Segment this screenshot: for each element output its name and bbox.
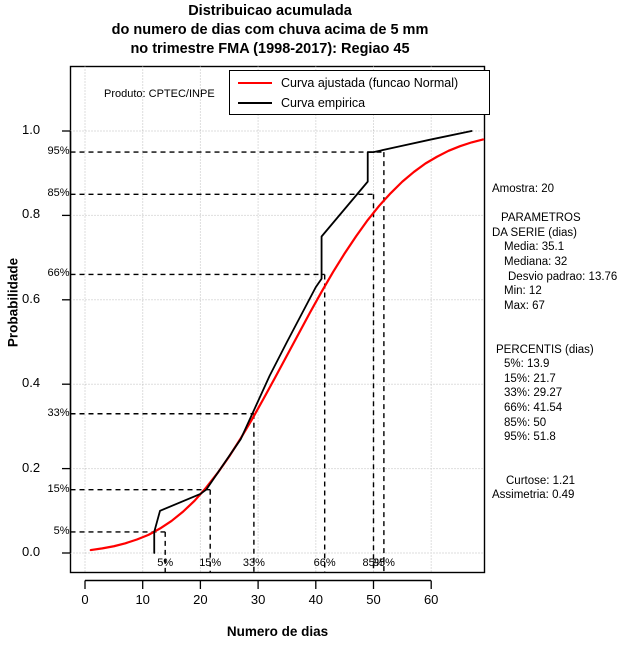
percentile-left-label-15pct: 15%: [47, 482, 70, 495]
spacer: [492, 328, 640, 343]
spacer: [492, 459, 640, 474]
y-tick-label-0.6: 0.6: [22, 290, 41, 306]
stat-media: Media: 35.1: [504, 241, 565, 254]
percentile-guides: [70, 151, 385, 573]
percentile-left-label-5pct: 5%: [53, 524, 70, 537]
percentile-bottom-label-5pct: 5%: [157, 556, 174, 569]
x-tick-label-60: 60: [423, 592, 439, 607]
y-tick-label-0.0: 0.0: [22, 544, 41, 559]
legend-swatch-black: [238, 102, 272, 104]
stat-curtose: Curtose: 1.21: [506, 474, 576, 487]
title-line-2: do numero de dias com chuva acima de 5 m…: [111, 22, 429, 38]
percentile-left-label-85pct: 85%: [47, 187, 70, 200]
stat-amostra: Amostra: 20: [492, 183, 554, 195]
stat-p85: 85%: 50: [504, 416, 547, 429]
x-tick-label-40: 40: [308, 592, 324, 607]
x-tick-label-20: 20: [193, 592, 208, 607]
grid-lines: [70, 66, 485, 573]
page-title: Distribuicao acumulada do numero de dias…: [0, 2, 540, 59]
stat-p95: 95%: 51.8: [504, 431, 556, 444]
percentile-bottom-label-85pct: 85%: [362, 556, 385, 569]
stat-desvio-padrao: Desvio padrao: 13.76: [508, 270, 618, 283]
chart-legend: Curva ajustada (funcao Normal) Curva emp…: [229, 70, 490, 115]
legend-swatch-red: [238, 82, 272, 84]
x-tick-label-30: 30: [250, 592, 266, 607]
x-tick-label-50: 50: [366, 592, 381, 607]
percentile-bottom-label-15pct: 15%: [199, 556, 222, 569]
legend-item-curva-ajustada: Curva ajustada (funcao Normal): [238, 73, 458, 93]
stat-max: Max: 67: [504, 299, 545, 312]
stat-p15: 15%: 21.7: [504, 372, 556, 385]
legend-label-curva-empirica: Curva empirica: [281, 96, 366, 110]
stat-assimetria: Assimetria: 0.49: [492, 489, 575, 502]
stat-p33: 33%: 29.27: [504, 387, 563, 400]
x-tick-label-10: 10: [135, 592, 150, 607]
spacer: [492, 445, 640, 460]
produto-note: Produto: CPTEC/INPE: [104, 88, 215, 100]
y-tick-label-0.8: 0.8: [22, 206, 41, 222]
plot-frame: [69, 65, 486, 574]
title-line-3: no trimestre FMA (1998-2017): Regiao 45: [130, 41, 410, 57]
stat-mediana: Mediana: 32: [504, 255, 568, 268]
percentile-bottom-label-33pct: 33%: [242, 556, 265, 569]
statistics-panel: Amostra: 20 PARAMETROS DA SERIE (dias) M…: [492, 182, 640, 503]
spacer: [492, 313, 640, 328]
series-curva-ajustada: [89, 138, 485, 552]
percentile-bottom-label-95pct: 95%: [372, 556, 395, 569]
legend-item-curva-empirica: Curva empirica: [238, 93, 365, 113]
stat-percentis-heading: PERCENTIS (dias): [496, 343, 594, 356]
axis-ticks: [62, 130, 432, 589]
stat-serie-heading: DA SERIE (dias): [492, 226, 577, 239]
stat-p66: 66%: 41.54: [504, 401, 563, 414]
y-axis-title: Probabilidade: [5, 257, 21, 348]
spacer: [492, 197, 640, 212]
y-tick-label-1.0: 1.0: [22, 122, 41, 137]
percentile-left-label-66pct: 66%: [47, 267, 70, 280]
x-tick-label-0: 0: [81, 592, 89, 607]
title-line-1: Distribuicao acumulada: [188, 3, 352, 19]
stat-parametros-heading: PARAMETROS: [501, 212, 581, 225]
series-curva-empirica: [153, 130, 473, 554]
x-axis-title: Numero de dias: [226, 624, 329, 639]
y-tick-label-0.4: 0.4: [22, 375, 41, 391]
stat-p5: 5%: 13.9: [504, 358, 550, 371]
percentile-left-label-95pct: 95%: [47, 145, 70, 158]
stat-min: Min: 12: [504, 285, 542, 298]
legend-label-curva-ajustada: Curva ajustada (funcao Normal): [281, 76, 459, 90]
percentile-left-label-33pct: 33%: [47, 406, 70, 419]
y-tick-label-0.2: 0.2: [22, 459, 41, 475]
percentile-bottom-label-66pct: 66%: [313, 556, 336, 569]
